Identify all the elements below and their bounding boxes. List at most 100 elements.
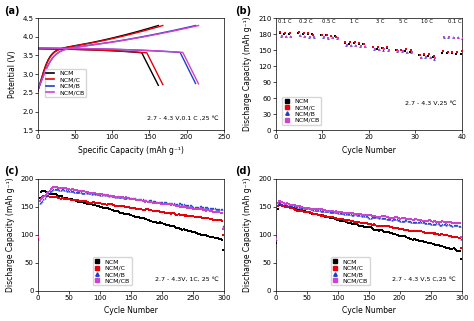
Point xyxy=(155,199,163,204)
Point xyxy=(65,196,73,202)
Point xyxy=(438,232,445,237)
Point xyxy=(355,42,363,47)
Point xyxy=(111,208,119,213)
Point xyxy=(137,198,144,203)
Point xyxy=(410,217,418,222)
Point xyxy=(392,215,399,220)
Point xyxy=(277,202,285,207)
Point xyxy=(341,210,348,215)
Point xyxy=(35,235,42,240)
Point xyxy=(202,233,210,238)
Point xyxy=(397,226,404,231)
Point xyxy=(393,215,401,220)
Point xyxy=(192,214,200,220)
Point xyxy=(327,210,335,215)
Point xyxy=(203,216,211,221)
Point xyxy=(385,48,392,53)
Point xyxy=(408,50,416,55)
Point xyxy=(384,224,392,229)
Point xyxy=(206,234,213,239)
Point xyxy=(347,212,355,217)
Point xyxy=(197,232,205,237)
Point xyxy=(380,229,388,234)
Point xyxy=(425,221,433,226)
Point xyxy=(371,213,378,218)
Point xyxy=(380,47,387,52)
Text: 2.7 - 4.3 V,0.1 C ,25 ℃: 2.7 - 4.3 V,0.1 C ,25 ℃ xyxy=(147,116,218,121)
Point xyxy=(365,221,373,226)
Point xyxy=(94,200,102,205)
Point xyxy=(415,239,423,244)
Point xyxy=(153,220,160,225)
Point xyxy=(359,221,367,226)
Point xyxy=(303,210,311,215)
Point xyxy=(401,234,409,239)
Point xyxy=(124,204,131,210)
Point xyxy=(311,206,319,212)
Point xyxy=(62,186,70,191)
Point xyxy=(319,213,327,218)
Point xyxy=(175,201,182,206)
Point xyxy=(77,188,84,193)
Point xyxy=(327,215,335,220)
Point xyxy=(305,205,312,211)
Point xyxy=(130,195,137,200)
Point xyxy=(109,208,117,213)
Point xyxy=(389,215,397,221)
Point xyxy=(374,44,382,49)
Point xyxy=(420,53,428,58)
Point xyxy=(72,189,80,195)
Point xyxy=(375,214,383,219)
Point xyxy=(444,222,451,227)
Point xyxy=(137,215,144,220)
Point xyxy=(276,203,284,208)
Point xyxy=(371,222,378,227)
Point xyxy=(411,237,419,242)
Point xyxy=(78,198,86,204)
Point xyxy=(63,196,71,201)
Point xyxy=(134,198,141,203)
Point xyxy=(154,199,161,204)
Point xyxy=(331,209,338,214)
Point xyxy=(387,215,394,221)
Point xyxy=(397,218,404,223)
Point xyxy=(297,207,305,213)
Point xyxy=(356,223,363,228)
Point xyxy=(72,187,80,193)
Point xyxy=(283,204,291,209)
Point xyxy=(406,216,414,221)
Point xyxy=(190,206,197,211)
Point xyxy=(163,211,170,216)
Point xyxy=(345,220,352,225)
Point xyxy=(307,211,315,216)
X-axis label: Cycle Number: Cycle Number xyxy=(342,146,396,155)
Point xyxy=(181,227,189,232)
Point xyxy=(435,220,443,225)
Point xyxy=(192,206,200,211)
Point xyxy=(35,236,42,241)
Point xyxy=(188,204,196,209)
Point xyxy=(206,205,213,211)
Point xyxy=(341,41,348,46)
Point xyxy=(424,218,431,223)
Point xyxy=(48,191,56,196)
Point xyxy=(187,214,195,219)
Point xyxy=(422,240,430,245)
Point xyxy=(58,195,66,201)
Point xyxy=(369,226,377,231)
Point xyxy=(219,226,227,231)
Point xyxy=(212,210,219,215)
Point xyxy=(438,232,446,237)
Point xyxy=(359,224,367,229)
Point xyxy=(452,223,460,228)
Point xyxy=(69,197,77,202)
Point xyxy=(332,216,339,221)
Point xyxy=(310,207,317,212)
Point xyxy=(389,231,397,236)
Point xyxy=(379,224,387,229)
Point xyxy=(73,199,81,204)
Point xyxy=(421,218,429,223)
Point xyxy=(414,219,421,224)
Point xyxy=(309,206,316,212)
Point xyxy=(431,231,439,236)
